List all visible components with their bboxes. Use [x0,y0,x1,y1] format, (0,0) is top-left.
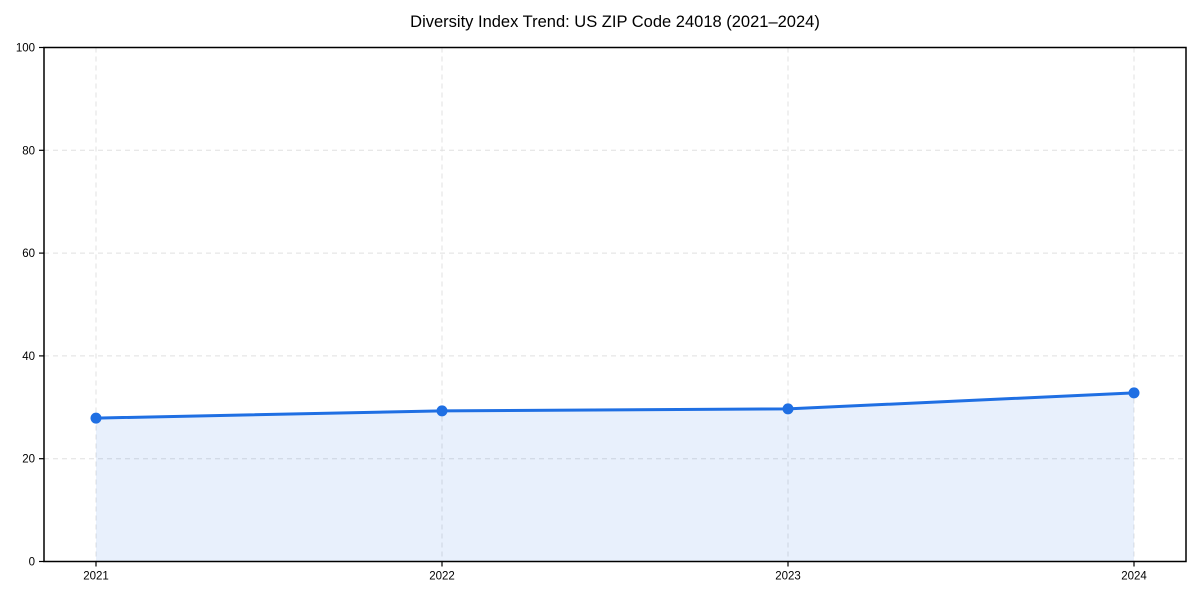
trend-line [94,391,1136,420]
data-point [436,405,448,417]
y-tick-label: 60 [22,248,35,260]
y-tick-label: 20 [22,454,35,466]
data-point [782,403,794,415]
data-point [90,412,102,424]
y-tick-label: 80 [22,145,35,157]
area-fill [96,392,1134,562]
x-tick-label: 2024 [1121,571,1147,583]
plot-frame [43,46,1187,563]
chart-title: Diversity Index Trend: US ZIP Code 24018… [410,13,820,31]
x-tick-label: 2021 [83,571,109,583]
x-tick-label: 2023 [775,571,801,583]
y-tick-label: 0 [29,557,35,569]
x-tick-label: 2022 [429,571,455,583]
y-tick-label: 40 [22,351,35,363]
y-tick-label: 100 [16,43,35,55]
data-point [1128,387,1140,399]
